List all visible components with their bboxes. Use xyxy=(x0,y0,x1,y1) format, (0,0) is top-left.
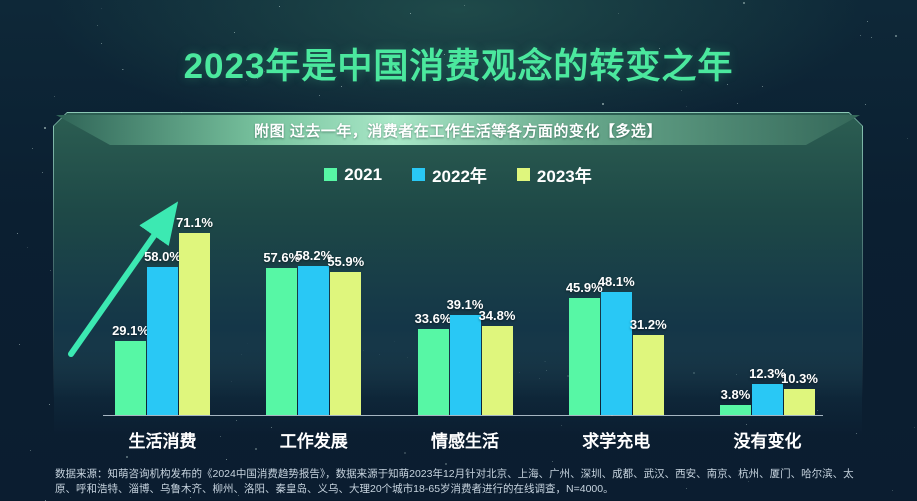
bar-value-label: 10.3% xyxy=(781,371,818,386)
data-source-note: 数据来源：知萌咨询机构发布的《2024中国消费趋势报告》，数据来源于知萌2023… xyxy=(55,467,865,496)
bar-2022年-工作发展: 58.2% xyxy=(298,266,329,415)
page-title: 2023年是中国消费观念的转变之年 xyxy=(0,38,917,89)
infographic-root: 2023年是中国消费观念的转变之年 附图 过去一年，消费者在工作生活等各方面的变… xyxy=(0,0,917,500)
bar-2021-求学充电: 45.9% xyxy=(569,298,600,416)
star-dot xyxy=(101,8,102,9)
bar-value-label: 3.8% xyxy=(721,387,751,402)
x-axis-line xyxy=(103,415,823,416)
category-label-情感生活: 情感生活 xyxy=(431,427,499,452)
star-dot xyxy=(602,103,604,105)
legend-swatch-icon xyxy=(412,168,425,181)
bar-2023年-工作发展: 55.9% xyxy=(330,272,361,415)
category-label-生活消费: 生活消费 xyxy=(129,427,197,452)
category-label-求学充电: 求学充电 xyxy=(582,427,650,452)
star-dot xyxy=(445,463,447,465)
star-dot xyxy=(30,450,31,451)
star-dot xyxy=(50,270,51,271)
star-dot xyxy=(737,103,738,104)
star-dot xyxy=(867,21,868,22)
bar-group-生活消费: 29.1% 58.0% 71.1% 生活消费 xyxy=(115,200,210,452)
bar-group-没有变化: 3.8% 12.3% 10.3% 没有变化 xyxy=(720,200,815,452)
bar-2023年-情感生活: 34.8% xyxy=(482,326,513,415)
bar-2022年-没有变化: 12.3% xyxy=(752,384,783,416)
chart-panel: 附图 过去一年，消费者在工作生活等各方面的变化【多选】 2021 2022年 202… xyxy=(53,112,863,461)
star-dot xyxy=(464,5,465,6)
legend-swatch-icon xyxy=(517,168,530,181)
chart-subtitle-banner: 附图 过去一年，消费者在工作生活等各方面的变化【多选】 xyxy=(56,115,860,145)
star-dot xyxy=(552,461,553,462)
bar-value-label: 34.8% xyxy=(479,308,516,323)
star-dot xyxy=(907,138,908,139)
star-dot xyxy=(42,172,43,173)
bar-2023年-生活消费: 71.1% xyxy=(179,233,210,415)
category-label-工作发展: 工作发展 xyxy=(280,427,348,452)
star-dot xyxy=(54,96,55,97)
star-dot xyxy=(895,35,897,37)
star-dot xyxy=(892,490,893,491)
bar-2022年-情感生活: 39.1% xyxy=(450,315,481,415)
legend-item-2021: 2021 xyxy=(324,165,382,185)
legend-label: 2021 xyxy=(344,165,382,185)
star-dot xyxy=(743,2,745,4)
star-dot xyxy=(410,13,411,14)
star-dot xyxy=(19,344,20,345)
star-dot xyxy=(860,35,861,36)
bar-value-label: 55.9% xyxy=(327,254,364,269)
bar-value-label: 58.0% xyxy=(144,249,181,264)
star-dot xyxy=(190,497,191,498)
bar-cluster: 3.8% 12.3% 10.3% xyxy=(720,200,815,415)
star-dot xyxy=(686,106,687,107)
star-dot xyxy=(618,13,619,14)
bar-2023年-求学充电: 31.2% xyxy=(633,335,664,415)
bar-chart: 29.1% 58.0% 71.1% 生活消费 57.6% 58.2% 55.9% 工作发展 33… xyxy=(115,200,815,452)
chart-subtitle: 附图 过去一年，消费者在工作生活等各方面的变化【多选】 xyxy=(254,120,662,141)
star-dot xyxy=(27,247,28,248)
legend-swatch-icon xyxy=(324,168,337,181)
bar-cluster: 29.1% 58.0% 71.1% xyxy=(115,200,210,415)
bar-value-label: 29.1% xyxy=(112,323,149,338)
bar-cluster: 57.6% 58.2% 55.9% xyxy=(266,200,361,415)
star-dot xyxy=(279,6,280,7)
bar-2021-工作发展: 57.6% xyxy=(266,268,297,416)
bar-2023年-没有变化: 10.3% xyxy=(784,389,815,415)
star-dot xyxy=(49,404,50,405)
bar-value-label: 31.2% xyxy=(630,317,667,332)
star-dot xyxy=(914,427,915,428)
legend-item-2022年: 2022年 xyxy=(412,162,487,187)
bar-group-求学充电: 45.9% 48.1% 31.2% 求学充电 xyxy=(569,200,664,452)
star-dot xyxy=(319,95,320,96)
bar-value-label: 33.6% xyxy=(415,311,452,326)
legend-label: 2023年 xyxy=(537,162,592,187)
star-dot xyxy=(681,90,682,91)
bar-group-工作发展: 57.6% 58.2% 55.9% 工作发展 xyxy=(266,200,361,452)
bar-cluster: 45.9% 48.1% 31.2% xyxy=(569,200,664,415)
bar-2021-情感生活: 33.6% xyxy=(418,329,449,415)
star-dot xyxy=(32,148,33,149)
bar-2022年-求学充电: 48.1% xyxy=(601,292,632,415)
star-dot xyxy=(234,32,235,33)
bar-cluster: 33.6% 39.1% 34.8% xyxy=(418,200,513,415)
bar-2022年-生活消费: 58.0% xyxy=(147,267,178,416)
legend-item-2023年: 2023年 xyxy=(517,162,592,187)
bar-2021-生活消费: 29.1% xyxy=(115,341,146,416)
star-dot xyxy=(17,233,18,234)
bar-group-情感生活: 33.6% 39.1% 34.8% 情感生活 xyxy=(418,200,513,452)
bar-value-label: 48.1% xyxy=(598,274,635,289)
star-dot xyxy=(97,25,98,26)
category-label-没有变化: 没有变化 xyxy=(734,427,802,452)
star-dot xyxy=(865,104,866,105)
chart-legend: 2021 2022年 2023年 xyxy=(53,162,863,187)
star-dot xyxy=(44,127,46,129)
bar-2021-没有变化: 3.8% xyxy=(720,405,751,415)
legend-label: 2022年 xyxy=(432,162,487,187)
bar-value-label: 71.1% xyxy=(176,215,213,230)
